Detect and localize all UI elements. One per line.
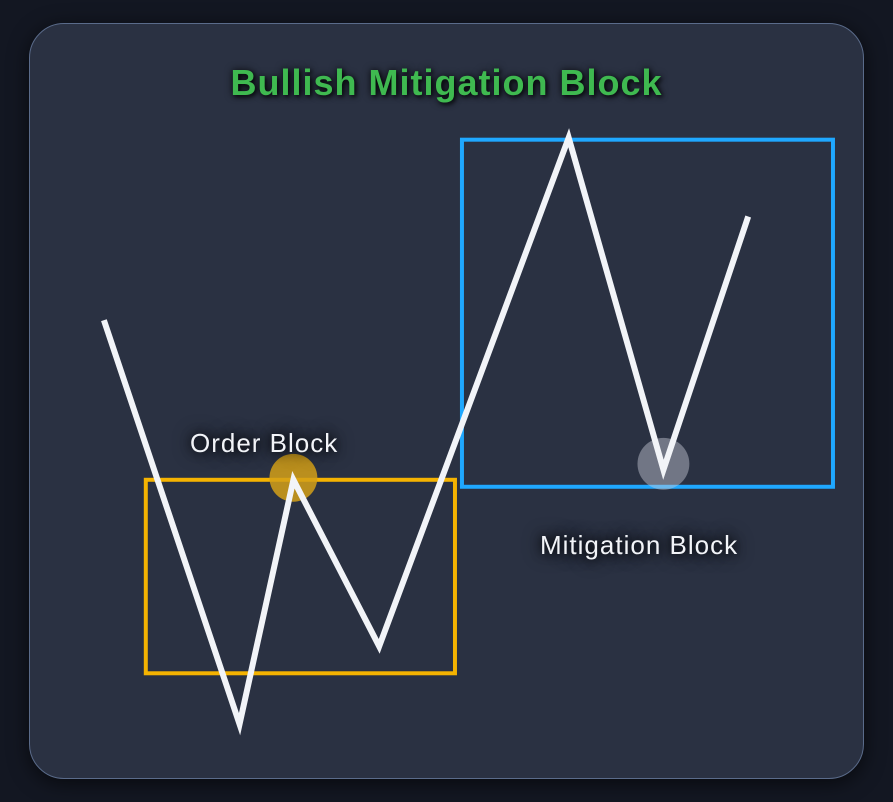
diagram-panel: Bullish Mitigation Block Order Block Mit… bbox=[29, 23, 864, 779]
mitigation-block-label: Mitigation Block bbox=[540, 530, 738, 561]
diagram-svg bbox=[30, 24, 863, 778]
mitigation-block-box bbox=[462, 140, 833, 487]
order-block-label: Order Block bbox=[190, 428, 338, 459]
